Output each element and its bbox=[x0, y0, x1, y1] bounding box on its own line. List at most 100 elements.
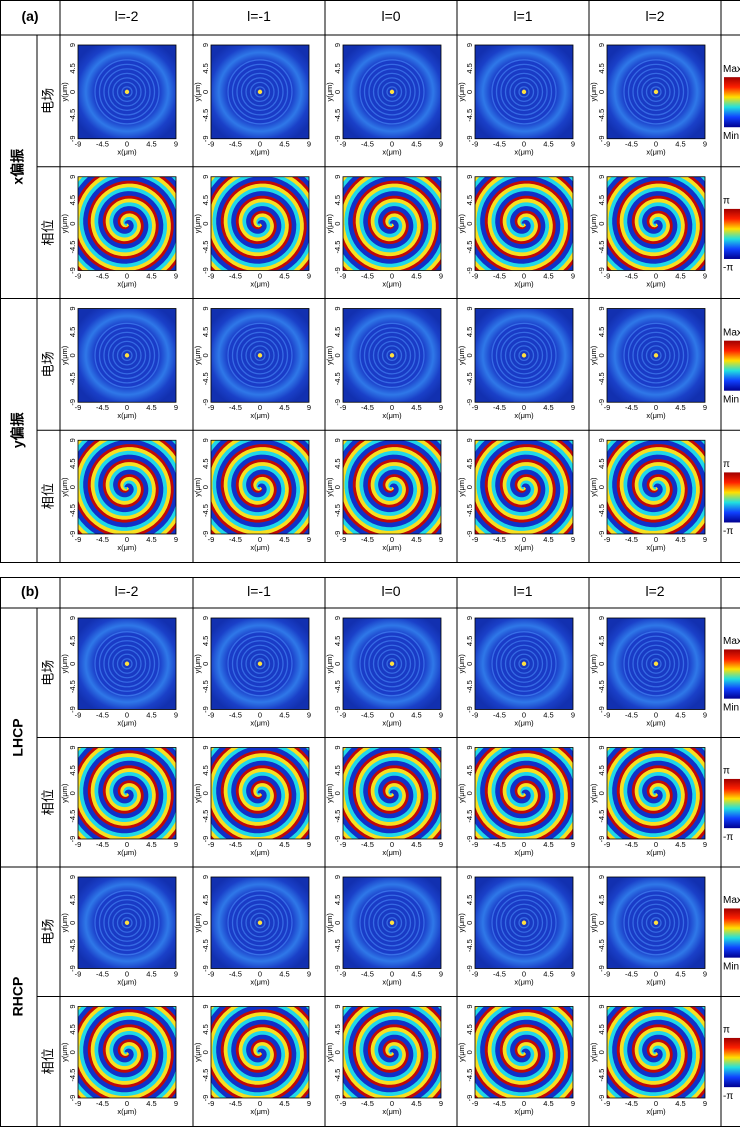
y-axis-label: y(μm) bbox=[60, 654, 69, 674]
plot: -9-9-4.5-4.5004.54.599x(μm)y(μm) bbox=[589, 616, 707, 728]
y-tick-label: -9 bbox=[201, 965, 210, 972]
x-axis-label: x(μm) bbox=[117, 977, 137, 986]
plot: -9-9-4.5-4.5004.54.599x(μm)y(μm) bbox=[589, 420, 724, 555]
x-tick-label: 9 bbox=[571, 969, 575, 978]
x-tick-label: 9 bbox=[571, 403, 575, 412]
x-tick-label: -4.5 bbox=[96, 710, 109, 719]
y-tick-label: 0 bbox=[465, 791, 474, 795]
y-tick-label: -4.5 bbox=[201, 372, 210, 385]
y-axis-label: y(μm) bbox=[60, 1042, 69, 1062]
y-tick-label: 0 bbox=[201, 662, 210, 666]
y-tick-label: 0 bbox=[201, 791, 210, 795]
x-tick-label: 9 bbox=[307, 1099, 311, 1108]
y-tick-label: -9 bbox=[333, 965, 342, 972]
x-tick-label: 9 bbox=[703, 535, 707, 544]
field-center bbox=[258, 662, 262, 666]
x-tick-label: 9 bbox=[174, 271, 178, 280]
x-axis-label: x(μm) bbox=[382, 543, 402, 552]
y-tick-label: -9 bbox=[333, 267, 342, 274]
y-tick-label: -4.5 bbox=[465, 109, 474, 122]
y-tick-label: 4.5 bbox=[68, 895, 77, 905]
y-tick-label: -9 bbox=[597, 399, 606, 406]
y-tick-label: -4.5 bbox=[597, 504, 606, 517]
y-tick-label: 9 bbox=[201, 875, 210, 879]
x-axis-label: x(μm) bbox=[646, 279, 666, 288]
x-tick-label: 9 bbox=[571, 840, 575, 849]
y-tick-label: -9 bbox=[68, 1095, 77, 1102]
y-axis-label: y(μm) bbox=[457, 1042, 466, 1062]
row-label: 电场 bbox=[40, 919, 55, 945]
y-axis-label: y(μm) bbox=[325, 82, 334, 102]
x-tick-label: 4.5 bbox=[279, 710, 289, 719]
y-tick-label: 0 bbox=[68, 485, 77, 489]
x-tick-label: 9 bbox=[307, 969, 311, 978]
x-tick-label: 9 bbox=[307, 403, 311, 412]
y-tick-label: -9 bbox=[465, 267, 474, 274]
x-tick-label: 4.5 bbox=[146, 271, 156, 280]
x-tick-label: 9 bbox=[703, 403, 707, 412]
x-tick-label: 9 bbox=[307, 535, 311, 544]
x-tick-label: 9 bbox=[571, 535, 575, 544]
y-tick-label: -9 bbox=[465, 965, 474, 972]
panel-label: (b) bbox=[21, 583, 39, 599]
y-tick-label: -4.5 bbox=[333, 939, 342, 952]
x-tick-label: -4.5 bbox=[361, 710, 374, 719]
plot: -9-9-4.5-4.5004.54.599x(μm)y(μm) bbox=[325, 985, 460, 1120]
y-tick-label: -9 bbox=[333, 836, 342, 843]
y-axis-label: y(μm) bbox=[457, 345, 466, 365]
y-axis-label: y(μm) bbox=[193, 345, 202, 365]
y-axis-label: y(μm) bbox=[325, 1042, 334, 1062]
y-tick-label: 9 bbox=[465, 43, 474, 47]
y-tick-label: 4.5 bbox=[465, 195, 474, 205]
plot: -9-9-4.5-4.5004.54.599x(μm)y(μm) bbox=[457, 156, 592, 291]
y-tick-label: 4.5 bbox=[333, 458, 342, 468]
x-tick-label: 9 bbox=[703, 271, 707, 280]
x-axis-label: x(μm) bbox=[250, 848, 270, 857]
x-tick-label: 4.5 bbox=[146, 840, 156, 849]
colorbar-min-label: -π bbox=[723, 1091, 733, 1102]
y-axis-label: y(μm) bbox=[457, 913, 466, 933]
x-tick-label: 9 bbox=[174, 969, 178, 978]
y-tick-label: 4.5 bbox=[201, 765, 210, 775]
x-axis-label: x(μm) bbox=[250, 718, 270, 727]
x-axis-label: x(μm) bbox=[646, 718, 666, 727]
x-tick-label: 9 bbox=[571, 710, 575, 719]
group-label: y偏振 bbox=[10, 412, 26, 448]
panel-label: (a) bbox=[21, 8, 38, 24]
y-tick-label: -4.5 bbox=[465, 241, 474, 254]
field-center bbox=[522, 921, 526, 925]
y-tick-label: 9 bbox=[333, 43, 342, 47]
colorbar-max-label: Max bbox=[723, 895, 740, 906]
x-tick-label: 9 bbox=[703, 840, 707, 849]
y-axis-label: y(μm) bbox=[457, 654, 466, 674]
y-tick-label: -4.5 bbox=[68, 939, 77, 952]
x-tick-label: 4.5 bbox=[279, 140, 289, 149]
x-axis-label: x(μm) bbox=[117, 279, 137, 288]
y-tick-label: -4.5 bbox=[333, 109, 342, 122]
y-tick-label: 9 bbox=[465, 616, 474, 620]
y-tick-label: 0 bbox=[201, 485, 210, 489]
x-tick-label: 4.5 bbox=[146, 969, 156, 978]
x-tick-label: 9 bbox=[439, 403, 443, 412]
row-label: 相位 bbox=[40, 789, 55, 815]
y-axis-label: y(μm) bbox=[60, 783, 69, 803]
y-tick-label: -9 bbox=[201, 836, 210, 843]
y-tick-label: 0 bbox=[597, 921, 606, 925]
y-tick-label: 4.5 bbox=[465, 895, 474, 905]
x-axis-label: x(μm) bbox=[514, 411, 534, 420]
x-tick-label: -4.5 bbox=[493, 840, 506, 849]
y-tick-label: -9 bbox=[333, 706, 342, 713]
y-tick-label: -4.5 bbox=[333, 241, 342, 254]
x-axis-label: x(μm) bbox=[382, 279, 402, 288]
x-axis-label: x(μm) bbox=[382, 718, 402, 727]
y-tick-label: 4.5 bbox=[333, 63, 342, 73]
x-tick-label: 9 bbox=[703, 140, 707, 149]
x-axis-label: x(μm) bbox=[514, 1107, 534, 1116]
x-tick-label: -4.5 bbox=[493, 140, 506, 149]
y-tick-label: 4.5 bbox=[597, 327, 606, 337]
plot: -9-9-4.5-4.5004.54.599x(μm)y(μm) bbox=[193, 616, 311, 728]
x-tick-label: 9 bbox=[571, 1099, 575, 1108]
x-tick-label: 9 bbox=[703, 1099, 707, 1108]
colorbar bbox=[724, 472, 740, 522]
y-axis-label: y(μm) bbox=[193, 477, 202, 497]
